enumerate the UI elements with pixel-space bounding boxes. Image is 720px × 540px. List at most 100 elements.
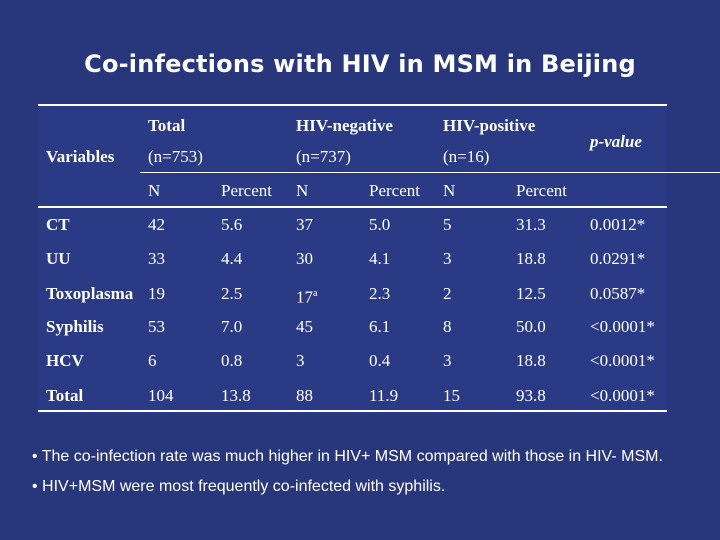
header-total-n: (n=753) (148, 147, 203, 166)
footnote-marker: a (313, 288, 318, 299)
table-cell: <0.0001* (590, 351, 655, 371)
cell-value: 13.8 (221, 386, 251, 405)
bullet-item: • HIV+MSM were most frequently co-infect… (32, 478, 446, 495)
table-cell: 13.8 (221, 386, 251, 406)
cell-value: 33 (148, 249, 165, 268)
table-cell: 4.4 (221, 249, 242, 269)
cell-value: <0.0001* (590, 317, 655, 336)
cell-value: 18.8 (516, 351, 546, 370)
header-hiv-positive: HIV-positive (443, 116, 536, 135)
table-cell: 42 (148, 215, 165, 235)
cell-value: 5.0 (369, 215, 391, 234)
table-cell: 2.3 (369, 284, 390, 304)
table-cell: 6.1 (369, 317, 390, 337)
table-cell: 2.5 (221, 284, 242, 304)
table-cell: 18.8 (516, 351, 546, 371)
row-label: Syphilis (46, 317, 104, 336)
row-label: Total (46, 386, 84, 405)
table-cell: 5.6 (221, 215, 242, 235)
cell-value: 19 (148, 284, 165, 303)
cell-value: 37 (296, 215, 313, 234)
row-label: Toxoplasma (46, 284, 134, 303)
table-cell: 33 (148, 249, 165, 269)
table-cell: 17a (296, 284, 317, 308)
cell-value: 3 (443, 351, 452, 370)
table-rule (38, 410, 667, 412)
cell-value: 15 (443, 386, 460, 405)
cell-value: 2 (443, 284, 452, 303)
table-cell: 6 (148, 351, 157, 371)
subheader-cell: N (443, 181, 456, 200)
table-cell: 93.8 (516, 386, 546, 406)
table-cell: 37 (296, 215, 313, 235)
cell-value: 4.4 (221, 249, 243, 268)
coinfection-table: Total HIV-negative HIV-positive p-value … (38, 104, 720, 414)
cell-value: 93.8 (516, 386, 546, 405)
table-cell: 18.8 (516, 249, 546, 269)
header-total: Total (148, 116, 186, 135)
table-cell: <0.0001* (590, 317, 655, 337)
cell-value: 12.5 (516, 284, 546, 303)
cell-value: 6 (148, 351, 157, 370)
cell-value: 42 (148, 215, 165, 234)
table-cell: 5.0 (369, 215, 390, 235)
table-rule (38, 206, 667, 208)
cell-value: 3 (296, 351, 305, 370)
cell-value: 7.0 (221, 317, 243, 336)
header-hiv-positive-n: (n=16) (443, 147, 490, 166)
table-cell: 45 (296, 317, 313, 337)
subheader-cell: Percent (516, 181, 567, 200)
table-cell: 0.0012* (590, 215, 645, 235)
table-cell: 31.3 (516, 215, 546, 235)
header-variables: Variables (46, 147, 115, 166)
cell-value: 8 (443, 317, 452, 336)
table-cell: <0.0001* (590, 386, 655, 406)
table-cell: 5 (443, 215, 452, 235)
cell-value: 0.4 (369, 351, 391, 370)
table-cell: 50.0 (516, 317, 546, 337)
cell-value: 104 (148, 386, 174, 405)
cell-value: 0.0587* (590, 284, 646, 303)
cell-value: 0.0012* (590, 215, 646, 234)
table-cell: 30 (296, 249, 313, 269)
table-cell: 53 (148, 317, 165, 337)
cell-value: 3 (443, 249, 452, 268)
header-hiv-negative: HIV-negative (296, 116, 393, 135)
table-cell: 2 (443, 284, 452, 304)
row-label: CT (46, 215, 70, 234)
table-cell: 0.0587* (590, 284, 645, 304)
table-cell: 3 (443, 249, 452, 269)
subheader-cell: Percent (221, 181, 272, 200)
header-hiv-negative-n: (n=737) (296, 147, 351, 166)
row-label: UU (46, 249, 71, 268)
cell-value: 45 (296, 317, 313, 336)
bullet-item: • The co-infection rate was much higher … (32, 448, 663, 465)
cell-value: 53 (148, 317, 165, 336)
table-cell: 4.1 (369, 249, 390, 269)
table-rule (38, 104, 667, 106)
cell-value: 17 (296, 287, 313, 307)
cell-value: 30 (296, 249, 313, 268)
cell-value: 5 (443, 215, 452, 234)
header-p-value: p-value (590, 132, 642, 151)
subheader-cell: Percent (369, 181, 420, 200)
cell-value: 88 (296, 386, 313, 405)
cell-value: 2.5 (221, 284, 243, 303)
table-cell: 3 (443, 351, 452, 371)
table-cell: 15 (443, 386, 460, 406)
cell-value: 18.8 (516, 249, 546, 268)
cell-value: <0.0001* (590, 386, 655, 405)
cell-value: <0.0001* (590, 351, 655, 370)
cell-value: 6.1 (369, 317, 391, 336)
cell-value: 5.6 (221, 215, 243, 234)
cell-value: 31.3 (516, 215, 546, 234)
table-cell: 3 (296, 351, 305, 371)
bullet-list: • The co-infection rate was much higher … (32, 446, 672, 500)
cell-value: 4.1 (369, 249, 391, 268)
table-cell: 8 (443, 317, 452, 337)
subheader-cell: N (296, 181, 309, 200)
table-cell: 7.0 (221, 317, 242, 337)
table-cell: 11.9 (369, 386, 398, 406)
table-cell: 88 (296, 386, 313, 406)
table-cell: 0.8 (221, 351, 242, 371)
